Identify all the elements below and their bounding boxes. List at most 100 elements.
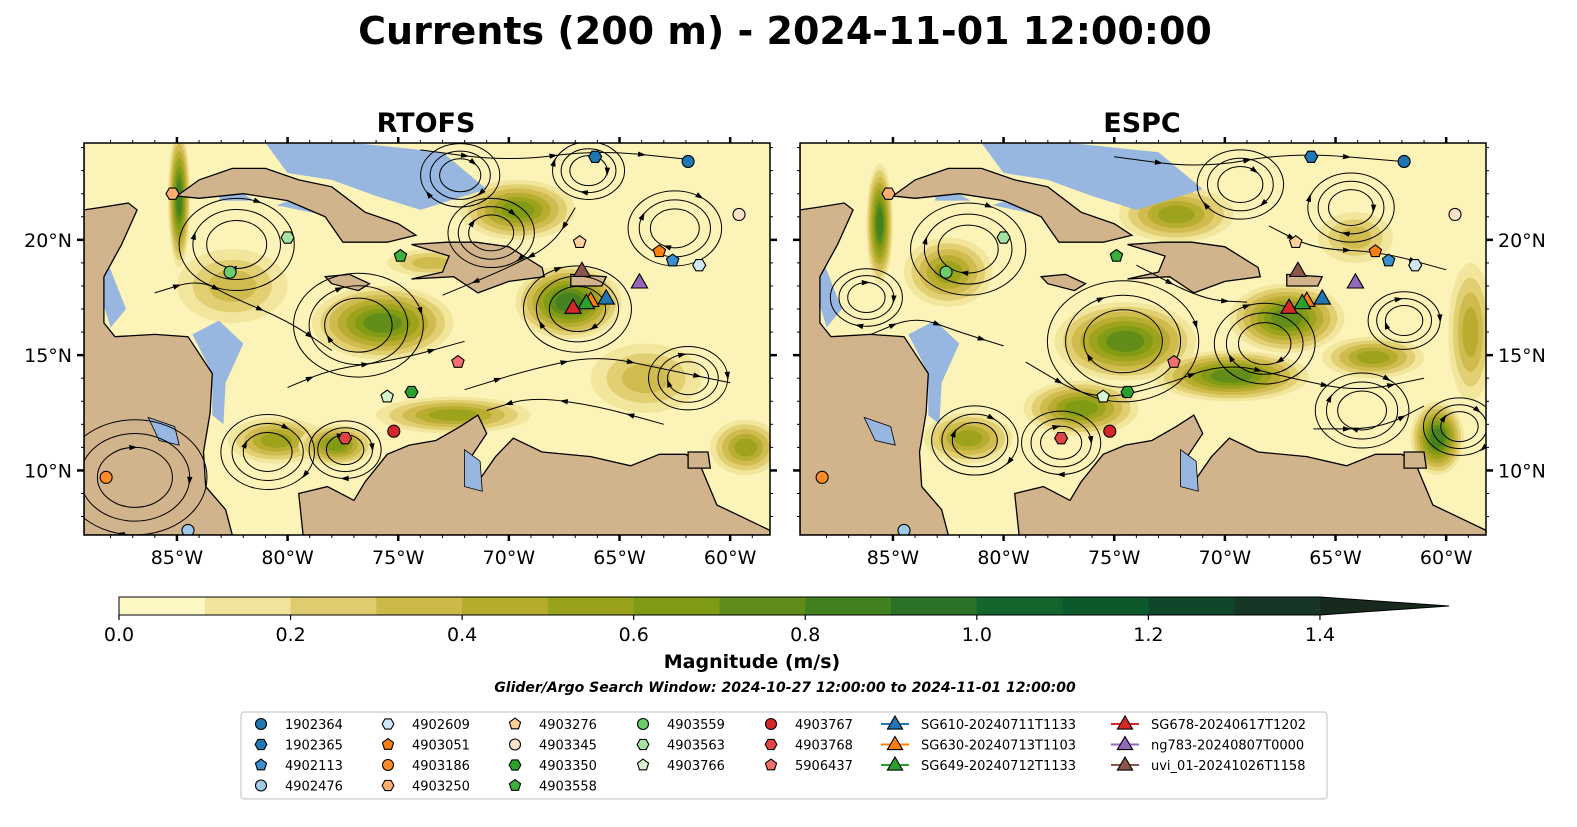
colorbar-tick-label: 0.8: [790, 624, 820, 646]
marker-4903345: [1448, 207, 1462, 222]
marker-sg610-20240711t1133: [597, 288, 616, 305]
lat-tick-label: 20°N: [24, 230, 72, 252]
legend-marker: [886, 735, 904, 751]
legend-label: 4903558: [539, 780, 597, 795]
marker-5906437: [451, 354, 465, 368]
marker-4903558: [393, 248, 408, 262]
legend-label: 1902365: [285, 739, 343, 754]
legend-label: 4903345: [539, 739, 597, 754]
legend-box: [240, 711, 1328, 800]
map-frame: [83, 142, 771, 536]
lat-tick-label: 15°N: [1498, 345, 1546, 367]
legend-label: SG610-20240711T1133: [921, 718, 1076, 733]
legend-marker: [764, 717, 778, 731]
colorbar-tick-label: 0.6: [619, 624, 649, 646]
legend-marker: [254, 738, 268, 751]
marker-4903051: [652, 244, 667, 258]
legend-marker: [508, 778, 522, 791]
lon-tick-label: 70°W: [483, 547, 536, 569]
legend-label: 4903768: [795, 739, 853, 754]
colorbar-tick-label: 0.2: [275, 624, 305, 646]
legend-label: 4903276: [539, 718, 597, 733]
colorbar-extend-arrow: [1320, 597, 1449, 615]
legend-marker: [381, 779, 395, 792]
legend-label: 5906437: [795, 759, 853, 774]
legend-marker: [381, 737, 395, 750]
legend-label: 4902609: [412, 718, 470, 733]
lat-tick-label: 20°N: [1498, 230, 1546, 252]
lon-tick-label: 60°W: [1420, 547, 1473, 569]
marker-sg678-20240617t1202: [563, 298, 583, 314]
marker-4903563: [280, 231, 295, 244]
legend-marker: [381, 718, 395, 730]
legend-label: 4902476: [285, 780, 343, 795]
marker-4902609: [1408, 259, 1423, 272]
float-and-glider-markers: [815, 150, 1462, 535]
legend-marker: [886, 755, 904, 771]
marker-4903345: [732, 207, 746, 222]
marker-4902609: [692, 259, 707, 272]
panel-title-rtofs: RTOFS: [377, 108, 476, 139]
marker-4903766: [1096, 389, 1110, 403]
marker-sg610-20240711t1133: [1313, 288, 1332, 305]
colorbar-tick-label: 1.0: [962, 624, 992, 646]
marker-4903186: [815, 470, 829, 484]
colorbar-bin: [290, 597, 377, 615]
legend-marker: [508, 759, 522, 771]
legend-marker: [508, 738, 522, 751]
legend-marker: [381, 758, 395, 772]
legend-label: 4903766: [667, 759, 725, 774]
marker-4903250: [165, 187, 180, 200]
legend-marker: [636, 758, 650, 771]
float-and-glider-markers: [99, 150, 746, 535]
marker-sg649-20240712t1133: [1293, 293, 1312, 310]
marker-4903768: [337, 431, 353, 445]
lon-tick-label: 85°W: [867, 547, 920, 569]
legend-label: SG678-20240617T1202: [1151, 718, 1306, 733]
legend-marker: [254, 779, 268, 792]
marker-5906437: [1167, 354, 1181, 368]
colorbar-bin: [891, 597, 978, 615]
streamlines: [829, 149, 1486, 478]
legend-label: 1902364: [285, 718, 343, 733]
legend-label: uvi_01-20241026T1158: [1151, 759, 1305, 774]
legend-marker: [254, 717, 268, 731]
lon-tick-label: 60°W: [704, 547, 757, 569]
marker-4903559: [223, 265, 237, 279]
colorbar-bin: [376, 597, 463, 615]
marker-1902364: [1397, 154, 1411, 168]
marker-4903563: [996, 231, 1011, 244]
legend-label: 4903250: [412, 780, 470, 795]
marker-1902365: [1304, 150, 1319, 163]
marker-4903186: [99, 470, 113, 484]
colorbar-bin: [119, 597, 206, 615]
marker-4903558: [1109, 248, 1124, 262]
legend-label: 4902113: [285, 759, 343, 774]
colorbar-label: Magnitude (m/s): [664, 651, 841, 673]
marker-4902476: [897, 523, 911, 535]
lon-tick-label: 80°W: [261, 547, 314, 569]
legend-label: ng783-20240807T0000: [1151, 739, 1304, 754]
legend-label: SG630-20240713T1103: [921, 739, 1076, 754]
legend-label: 4903051: [412, 739, 470, 754]
legend-marker: [764, 738, 778, 751]
lon-tick-label: 65°W: [1309, 547, 1362, 569]
colorbar-tick-label: 0.0: [104, 624, 134, 646]
marker-4903250: [881, 187, 896, 200]
marker-sg649-20240712t1133: [577, 293, 596, 310]
colorbar-tick-label: 0.4: [447, 624, 477, 646]
legend-marker: [636, 738, 650, 751]
colorbar-bin: [1062, 597, 1149, 615]
marker-4903276: [572, 235, 587, 248]
marker-uvi_01-20241026t1158: [572, 261, 592, 277]
colorbar-bin: [976, 597, 1064, 615]
marker-4903767: [387, 424, 401, 438]
legend-label: 4903767: [795, 718, 853, 733]
map-frame: [799, 142, 1487, 536]
colorbar: 0.0 0.2 0.4 0.6 0.8 1.0 1.2 1.4: [104, 596, 1450, 646]
lon-tick-label: 70°W: [1199, 547, 1252, 569]
marker-ng783-20240807t0000: [630, 272, 649, 289]
marker-4902113: [1381, 253, 1396, 267]
colorbar-bin: [633, 597, 721, 615]
